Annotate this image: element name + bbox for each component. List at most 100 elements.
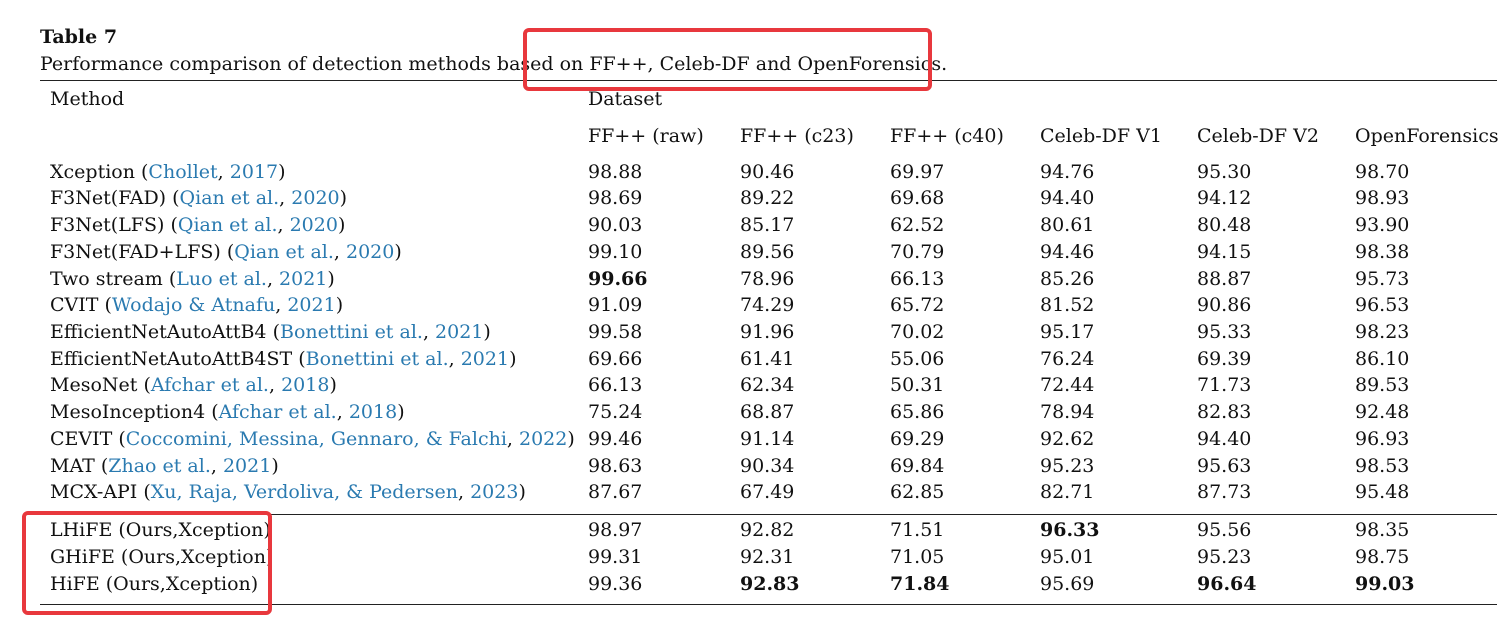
citation-link[interactable]: Wodajo & Atnafu (111, 294, 276, 316)
table-cell: 94.40 (1197, 428, 1252, 450)
table-cell: 71.05 (890, 546, 945, 568)
table-cell: 98.23 (1355, 321, 1410, 343)
citation-year-link[interactable]: 2018 (348, 401, 398, 423)
table-cell: 87.67 (588, 481, 643, 503)
citation-year-link[interactable]: 2021 (287, 294, 336, 316)
table-cell: 93.90 (1355, 214, 1410, 236)
citation-year-link[interactable]: 2022 (519, 428, 568, 450)
method-name: CEVIT (Coccomini, Messina, Gennaro, & Fa… (50, 428, 575, 450)
citation-year-link[interactable]: 2021 (222, 455, 272, 477)
method-label: EfficientNetAutoAttB4 (50, 321, 267, 343)
table-cell: 66.13 (588, 374, 643, 396)
method-name: Two stream (Luo et al., 2021) (50, 268, 335, 290)
column-header: Celeb-DF V2 (1197, 125, 1319, 147)
method-name: MesoInception4 (Afchar et al., 2018) (50, 401, 405, 423)
table-cell: 70.02 (890, 321, 945, 343)
table-cell: 66.13 (890, 268, 945, 290)
citation-link[interactable]: Qian et al. (177, 214, 278, 236)
citation-link[interactable]: Qian et al. (234, 241, 334, 263)
citation-link[interactable]: Qian et al. (179, 187, 280, 209)
method-name-ours: HiFE (Ours,Xception) (50, 573, 259, 595)
table-cell: 96.33 (1040, 519, 1100, 541)
method-label: EfficientNetAutoAttB4ST (50, 348, 293, 370)
method-label: CEVIT (50, 428, 113, 450)
table-cell: 85.17 (740, 214, 795, 236)
table-cell: 76.24 (1040, 348, 1095, 370)
table-cell: 95.56 (1197, 519, 1252, 541)
method-name: MesoNet (Afchar et al., 2018) (50, 374, 337, 396)
table-cell: 99.46 (588, 428, 643, 450)
table-cell: 71.84 (890, 573, 950, 595)
table-cell: 94.15 (1197, 241, 1252, 263)
citation-year-link[interactable]: 2020 (291, 187, 340, 209)
table-cell: 99.36 (588, 573, 643, 595)
table-cell: 89.53 (1355, 374, 1410, 396)
method-label: MesoInception4 (50, 401, 206, 423)
highlight-box-caption (523, 28, 932, 91)
method-name: EfficientNetAutoAttB4ST (Bonettini et al… (50, 348, 517, 370)
table-cell: 91.96 (740, 321, 795, 343)
table-cell: 92.83 (740, 573, 800, 595)
table-cell: 75.24 (588, 401, 643, 423)
table-cell: 90.46 (740, 161, 795, 183)
citation-year-link[interactable]: 2020 (346, 241, 395, 263)
table-cell: 99.58 (588, 321, 643, 343)
table-cell: 95.23 (1040, 455, 1095, 477)
citation-year-link[interactable]: 2021 (460, 348, 510, 370)
table-caption-text: Performance comparison of detection meth… (40, 53, 948, 75)
table-cell: 62.52 (890, 214, 945, 236)
table-cell: 92.62 (1040, 428, 1095, 450)
table-cell: 94.76 (1040, 161, 1095, 183)
table-cell: 99.31 (588, 546, 643, 568)
method-label: CVIT (50, 294, 99, 316)
citation-link[interactable]: Zhao et al. (108, 455, 211, 477)
citation-link[interactable]: Afchar et al. (218, 401, 337, 423)
table-cell: 67.49 (740, 481, 795, 503)
table-cell: 98.88 (588, 161, 643, 183)
table-cell: 69.66 (588, 348, 643, 370)
citation-link[interactable]: Afchar et al. (150, 374, 269, 396)
citation-year-link[interactable]: 2021 (435, 321, 484, 343)
table-cell: 55.06 (890, 348, 945, 370)
table-cell: 92.48 (1355, 401, 1410, 423)
citation-year-link[interactable]: 2023 (470, 481, 519, 503)
citation-link[interactable]: Luo et al. (176, 268, 267, 290)
table-cell: 95.01 (1040, 546, 1095, 568)
citation-link[interactable]: Xu, Raja, Verdoliva, & Pedersen (150, 481, 458, 503)
citation-link[interactable]: Bonettini et al. (279, 321, 423, 343)
citation-link[interactable]: Coccomini, Messina, Gennaro, & Falchi (125, 428, 507, 450)
table-cell: 99.10 (588, 241, 643, 263)
table-cell: 91.14 (740, 428, 795, 450)
citation-year-link[interactable]: 2021 (279, 268, 328, 290)
table-cell: 68.87 (740, 401, 795, 423)
header-dataset: Dataset (588, 88, 663, 110)
table-cell: 95.69 (1040, 573, 1095, 595)
table-cell: 71.73 (1197, 374, 1252, 396)
table-cell: 65.72 (890, 294, 945, 316)
table-cell: 95.17 (1040, 321, 1095, 343)
table-cell: 72.44 (1040, 374, 1095, 396)
method-name: Xception (Chollet, 2017) (50, 161, 286, 183)
table-cell: 92.31 (740, 546, 795, 568)
table-cell: 69.29 (890, 428, 945, 450)
method-name: MAT (Zhao et al., 2021) (50, 455, 279, 477)
table-cell: 98.63 (588, 455, 643, 477)
method-label: MCX-API (50, 481, 138, 503)
table-cell: 85.26 (1040, 268, 1095, 290)
table-cell: 96.93 (1355, 428, 1410, 450)
table-cell: 98.75 (1355, 546, 1410, 568)
bottom-rule (40, 604, 1497, 605)
citation-year-link[interactable]: 2020 (289, 214, 338, 236)
table-cell: 86.10 (1355, 348, 1410, 370)
citation-link[interactable]: Chollet (148, 161, 218, 183)
column-header: FF++ (c23) (740, 125, 854, 147)
table-caption-title: Table 7 (40, 26, 118, 48)
method-name: CVIT (Wodajo & Atnafu, 2021) (50, 294, 344, 316)
table-cell: 78.94 (1040, 401, 1095, 423)
table-cell: 98.38 (1355, 241, 1410, 263)
table-cell: 98.93 (1355, 187, 1410, 209)
method-label: Two stream (50, 268, 163, 290)
citation-link[interactable]: Bonettini et al. (305, 348, 449, 370)
citation-year-link[interactable]: 2017 (229, 161, 279, 183)
citation-year-link[interactable]: 2018 (281, 374, 330, 396)
